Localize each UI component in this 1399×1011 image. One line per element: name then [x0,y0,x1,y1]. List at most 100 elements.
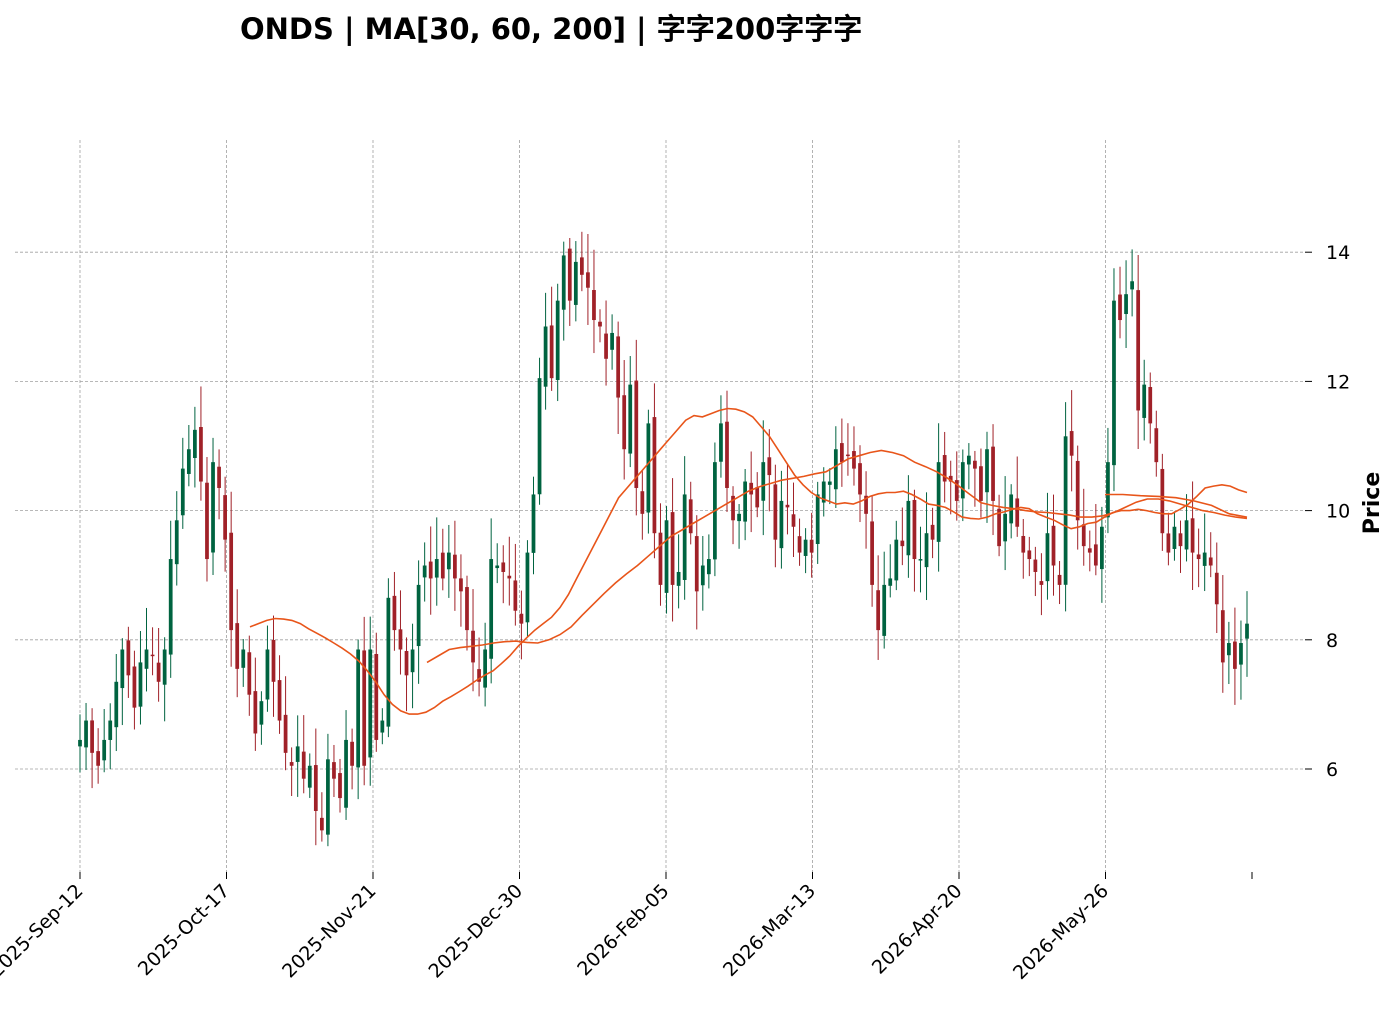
x-tick-label: 2026-Mar-13 [719,880,820,981]
candle-body [725,421,729,488]
candle-body [1093,544,1098,566]
candle-down [374,632,379,752]
candle-body [809,539,814,553]
candle-body [144,649,149,669]
candle-body [1057,574,1062,585]
candle-body [652,417,657,534]
candle-up [259,691,264,745]
candle-body [858,463,862,495]
candle-down [465,575,469,651]
candle-body [991,446,995,501]
candle-body [416,584,421,647]
candle-up [114,653,119,752]
candle-up [906,475,911,578]
candle-body [749,482,754,495]
candle-body [344,739,348,808]
candle-body [410,649,415,673]
candle-body [241,649,246,668]
y-tick-label: 14 [1326,242,1350,264]
candle-up [483,622,487,707]
candle-body [211,462,215,553]
candle-up [174,491,179,586]
candle-body [682,494,687,580]
candle-body [646,423,651,513]
candle-body [1063,436,1068,585]
candle-body [755,487,760,508]
candle-body [90,720,94,753]
candle-up [410,623,415,709]
candle-body [973,460,977,469]
candle-body [894,539,899,581]
candle-down [1160,453,1165,551]
candle-body [628,384,633,454]
candle-body [507,575,512,579]
candle-body [1027,550,1032,560]
candle-body [380,720,385,733]
moving-average-lines [249,407,1248,715]
candle-body [404,651,409,676]
candle-body [773,484,778,540]
candle-down [301,715,306,794]
candle-body [821,481,826,503]
candle-down [1081,488,1086,566]
candle-down [785,464,790,535]
candle-body [513,580,518,611]
candle-up [326,733,330,847]
candle-body [1118,294,1122,321]
candle-up [1045,492,1050,600]
candle-body [477,669,481,682]
candle-body [235,623,240,669]
candle-body [368,649,373,758]
candle-down [622,360,627,480]
candle-body [1136,290,1141,411]
candle-up [815,481,820,564]
candle-body [1208,557,1213,566]
candle-body [966,455,971,465]
candle-body [924,533,929,568]
candle-down [205,457,209,582]
candle-down [223,476,227,572]
candle-down [277,655,282,734]
candle-down [126,626,131,698]
candle-body [1154,428,1159,463]
candle-body [640,491,645,514]
candle-body [743,481,748,522]
x-tick-label: 2025-Nov-21 [278,880,380,982]
candle-body [78,739,82,747]
candle-down [453,520,457,611]
candle-body [525,552,530,623]
candle-down [852,426,856,486]
candle-up [737,504,741,549]
candle-down [217,449,221,520]
candle-down [586,233,590,325]
candle-down [513,543,518,626]
candle-body [114,681,119,728]
candle-down [749,451,754,533]
x-tick-label: 2026-Feb-05 [573,880,673,980]
candle-body [174,520,179,565]
candles [78,231,1249,847]
candle-down [579,231,584,292]
candle-up [646,409,651,534]
candle-body [229,532,234,631]
candle-up [779,470,784,569]
candle-up [531,476,536,575]
candle-body [193,429,197,458]
candle-body [1051,525,1056,566]
candle-up [700,535,705,611]
candle-body [1100,526,1104,570]
candle-body [900,540,905,547]
candle-body [156,662,161,682]
y-tick-label: 12 [1326,371,1350,393]
x-tick-label: 2026-Apr-20 [868,880,967,979]
candle-down [1075,445,1080,550]
candle-body [876,590,881,631]
candle-down [1166,512,1171,566]
candle-up [265,625,270,712]
candle-up [1100,506,1104,603]
candle-up [422,542,427,602]
candle-body [737,513,741,522]
candle-body [948,475,953,482]
candle-body [561,255,566,310]
candle-up [193,406,197,488]
